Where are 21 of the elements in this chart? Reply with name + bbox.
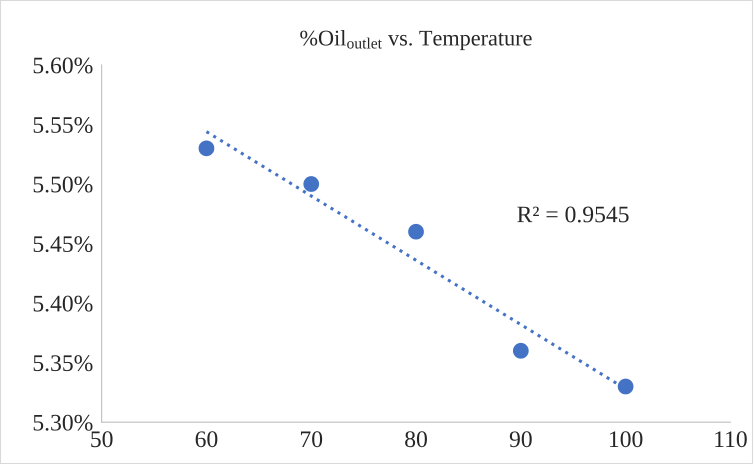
point — [198, 140, 214, 156]
x-tick-label: 50 — [91, 431, 113, 448]
y-tick-label: 5.50% — [34, 176, 93, 193]
y-tick-label: 5.35% — [34, 355, 93, 372]
x-tick-label: 90 — [510, 431, 532, 448]
y-tick-label: 5.55% — [34, 116, 93, 134]
x-tick-label: 70 — [300, 431, 322, 448]
x-tick-label: 110 — [715, 431, 747, 448]
point — [303, 176, 320, 192]
y-tick-label: 5.45% — [34, 236, 93, 252]
y-tick-label: 5.60% — [34, 57, 93, 74]
chart-title: %Oil$_{outlet}$ vs. Temperature — [300, 30, 532, 50]
point — [512, 342, 529, 359]
x-tick-label: 60 — [196, 431, 218, 448]
point — [408, 224, 424, 240]
point — [618, 378, 634, 394]
annotation: R² = 0.9545 — [517, 206, 629, 222]
x-tick-label: 80 — [405, 431, 427, 448]
x-tick-label: 100 — [610, 431, 642, 448]
y-tick-label: 5.40% — [34, 296, 93, 312]
y-tick-label: 5.30% — [34, 414, 93, 431]
